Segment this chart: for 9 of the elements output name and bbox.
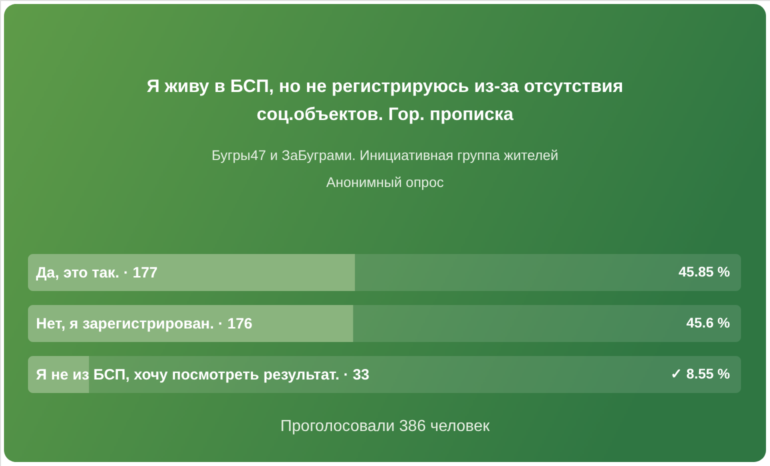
data-label: ✓ 8.55 %	[670, 366, 731, 382]
y-tick-label: Нет, я зарегистрирован. · 176	[36, 316, 252, 332]
data-label: 45.85 %	[678, 263, 731, 280]
chart-subtitle: Бугры47 и ЗаБуграми. Инициативная группа жителей Анонимный опрос	[212, 147, 558, 190]
text: Проголосовали 386 человек	[280, 418, 491, 435]
y-tick-label: Да, это так. · 177	[36, 264, 158, 282]
y-tick-label: Я не из БСП, хочу посмотреть результат. · 33	[36, 366, 370, 384]
chart-title: Я живу в БСП, но не регистрируюсь из-за отсутствия соц.объектов. Гор. прописка	[146, 76, 624, 124]
data-label: 45.6 %	[686, 314, 731, 330]
